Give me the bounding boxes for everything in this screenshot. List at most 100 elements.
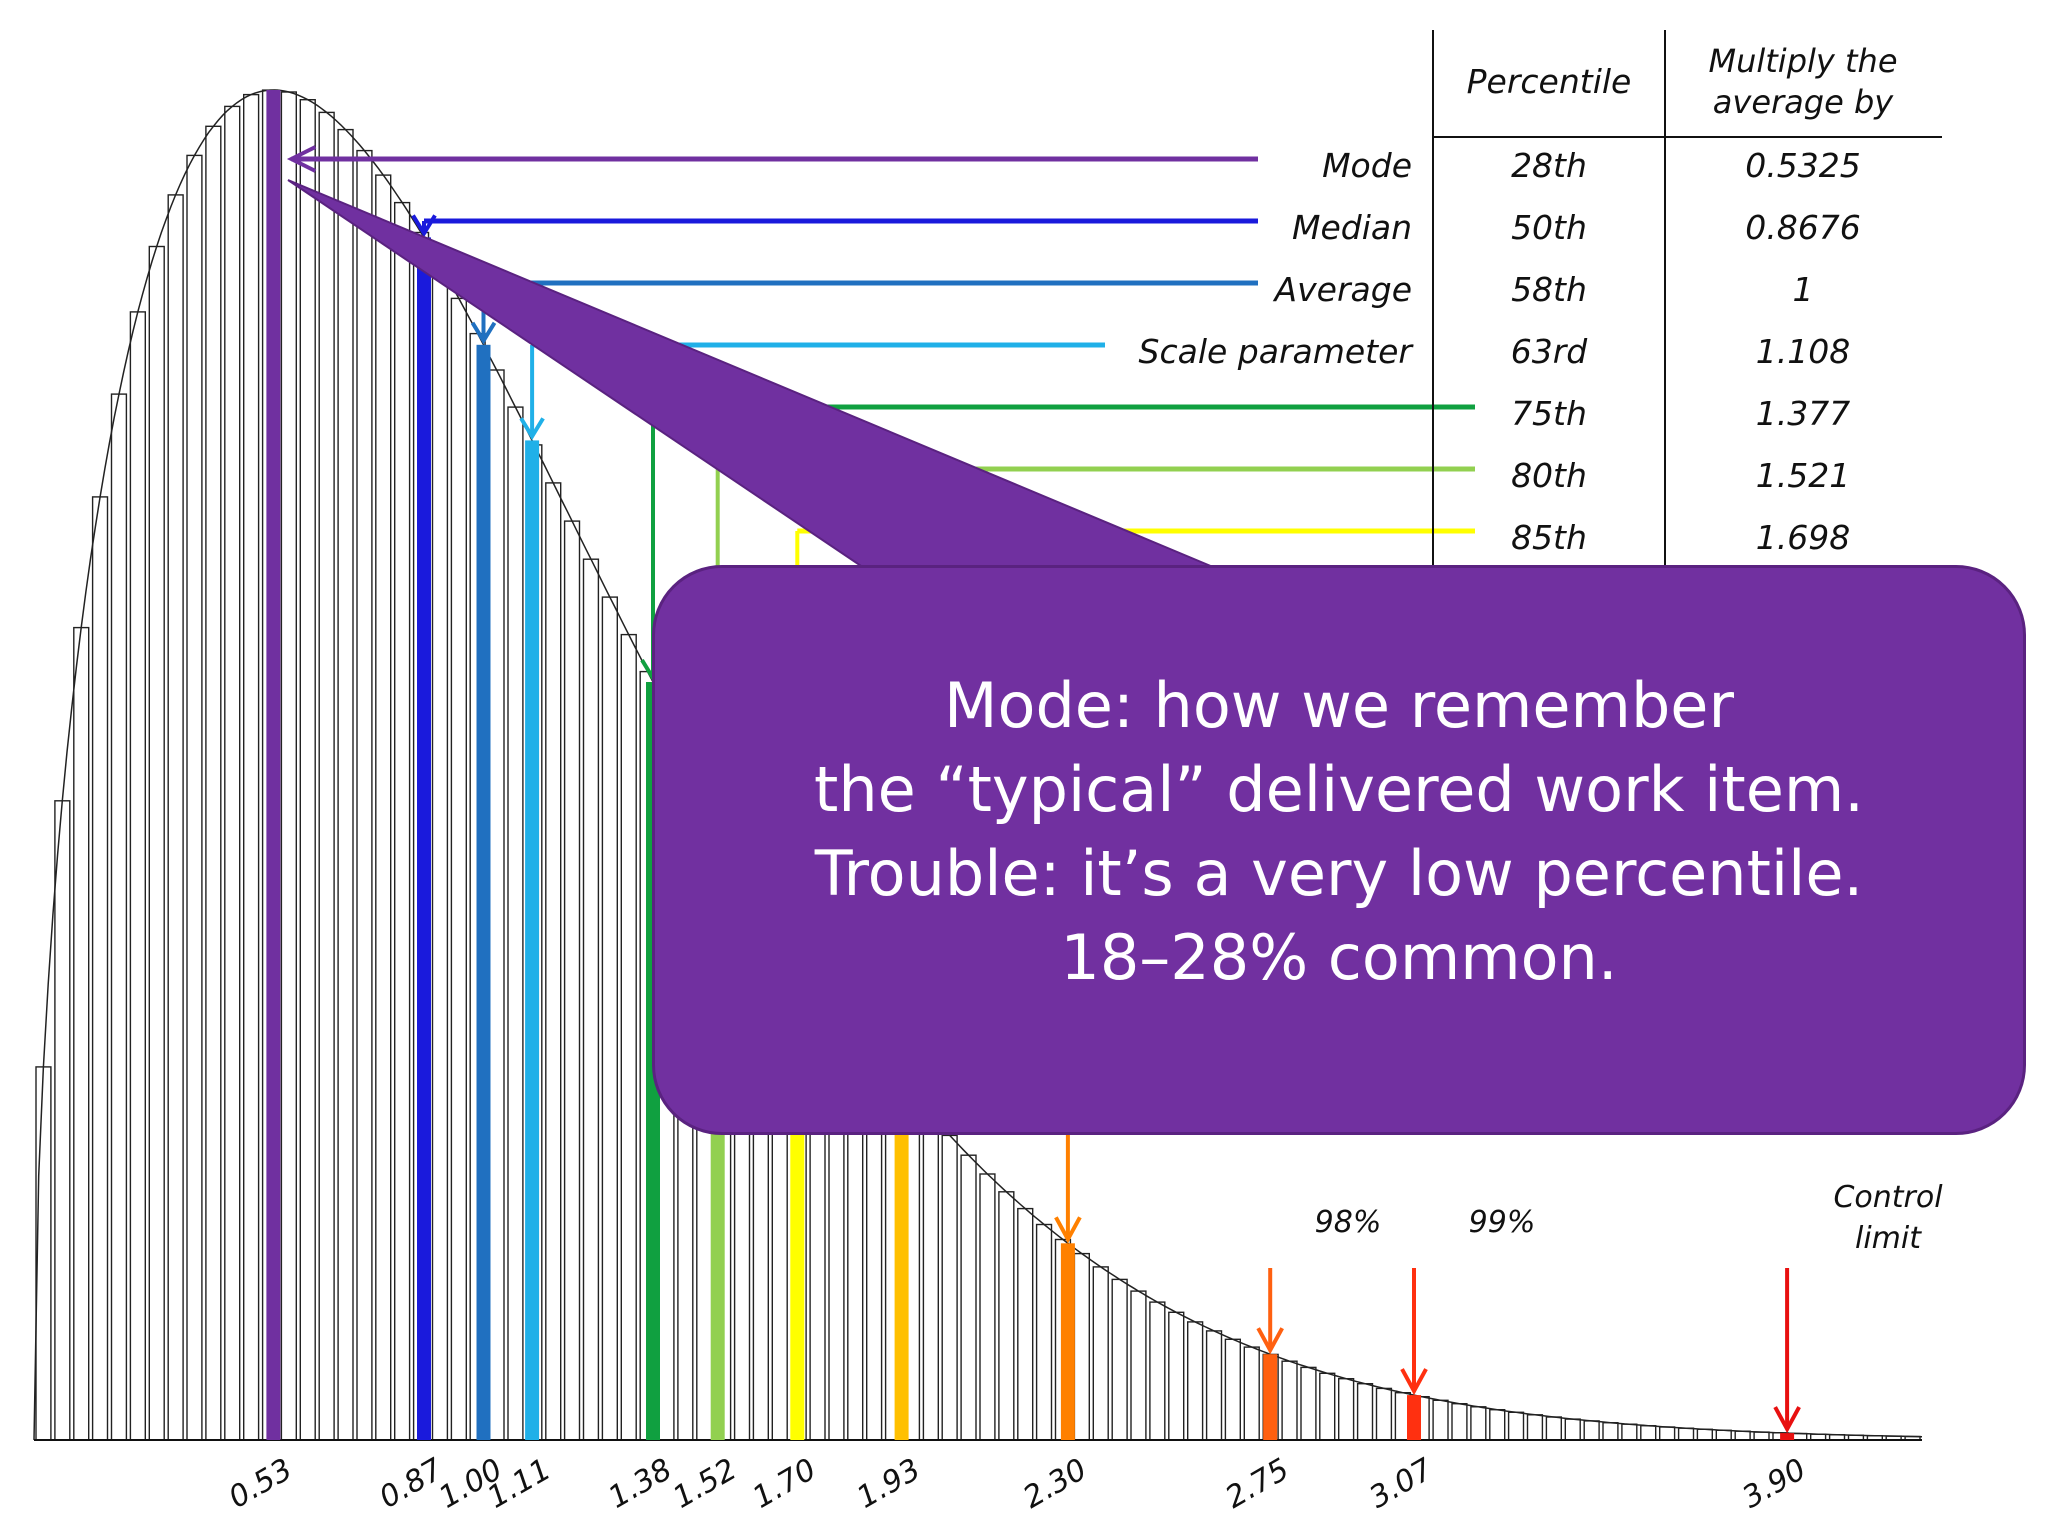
x-tick-labels: 0.53 0.871.001.11 1.381.52 1.70 1.93 2.30 2.75…: [223, 1452, 1812, 1516]
histogram-bar: [1545, 1416, 1563, 1441]
histogram-bar: [129, 311, 146, 1441]
table-row-percentile: 28th: [1511, 146, 1587, 185]
marker-bar-2-30: [1060, 1243, 1075, 1440]
percentile-arrowhead: [1773, 1406, 1801, 1434]
x-tick-label: 3.90: [1737, 1452, 1812, 1516]
histogram-bar: [1753, 1431, 1770, 1441]
connector-arrowhead: [470, 321, 497, 345]
histogram-bar: [1035, 1223, 1053, 1441]
histogram-bar: [337, 128, 354, 1441]
x-tick-label: 1.70: [747, 1452, 822, 1516]
histogram-bar: [1526, 1414, 1544, 1441]
percentile-arrowhead: [1256, 1327, 1284, 1355]
x-tick-label: 3.07: [1364, 1452, 1439, 1516]
x-tick-label: 2.75: [1220, 1452, 1295, 1516]
histogram-bar: [979, 1173, 996, 1441]
table-row-name: Scale parameter: [1139, 332, 1415, 371]
histogram-bar: [1092, 1266, 1109, 1441]
table-row-multiplier: 1.698: [1756, 518, 1850, 557]
table-row-multiplier: 1.377: [1756, 394, 1850, 433]
histogram-bar: [1489, 1408, 1506, 1441]
histogram-bar: [1677, 1427, 1695, 1441]
percentile-arrows: [1054, 1135, 1801, 1434]
histogram-bar: [375, 174, 392, 1441]
histogram-bar: [242, 93, 260, 1441]
histogram-bar: [1507, 1411, 1525, 1441]
histogram-bar: [110, 393, 128, 1441]
distribution-curve: [33, 89, 1923, 1441]
connector-arrowhead: [286, 145, 317, 173]
histogram-bar: [1149, 1301, 1166, 1441]
percentile-arrowhead: [1054, 1216, 1082, 1244]
table-header-percentile: Percentile: [1467, 62, 1632, 101]
histogram-bar: [167, 194, 184, 1441]
percentile-table: Percentile Multiply the average by Mode 2…: [1139, 30, 1942, 565]
histogram-bar: [186, 154, 203, 1441]
connector-arrowhead: [519, 417, 545, 441]
connector-arrowhead: [411, 214, 437, 238]
marker-bar-1-11: [525, 440, 540, 1440]
histogram-bar: [545, 482, 562, 1441]
histogram-bar: [1658, 1426, 1676, 1441]
table-row-percentile: 75th: [1511, 394, 1587, 433]
marker-bar-0-53: [266, 90, 281, 1440]
histogram-bar: [205, 125, 222, 1441]
table-row-percentile: 80th: [1511, 456, 1587, 495]
histogram-bar: [280, 91, 297, 1441]
histogram-bar: [563, 520, 581, 1441]
histogram-bar: [1300, 1366, 1317, 1441]
histogram-bar: [394, 201, 411, 1441]
table-row-percentile: 50th: [1511, 208, 1587, 247]
histogram-bar: [1243, 1346, 1260, 1441]
table-row-name: Mode: [1322, 146, 1412, 185]
marker-bar-3-90: [1780, 1433, 1795, 1440]
histogram-bar: [1017, 1207, 1034, 1441]
x-tick-label: 1.38: [603, 1452, 678, 1516]
histogram-bar: [507, 406, 524, 1441]
x-tick-label: 2.30: [1017, 1452, 1092, 1516]
x-tick-label: 1.52: [667, 1452, 742, 1516]
marker-bar-3-07: [1407, 1395, 1421, 1440]
histogram-bar: [224, 105, 241, 1441]
histogram-bar: [960, 1154, 977, 1441]
histogram-bar: [1356, 1382, 1374, 1441]
histogram-bar: [1337, 1377, 1355, 1441]
histogram-bar: [1319, 1372, 1336, 1441]
table-row-name: Average: [1273, 270, 1412, 309]
table-row-multiplier: 0.8676: [1745, 208, 1860, 247]
table-row-multiplier: 1.108: [1756, 332, 1850, 371]
histogram-bar: [1602, 1421, 1619, 1441]
histogram-bar: [91, 496, 109, 1441]
marker-bar-0-87: [417, 237, 431, 1440]
histogram-bar: [1111, 1278, 1128, 1441]
table-row-multiplier: 1.521: [1756, 456, 1850, 495]
histogram-bar: [1583, 1420, 1600, 1441]
annotation-98-percent: 98%: [1315, 1205, 1382, 1240]
histogram-bar: [1168, 1311, 1185, 1441]
histogram-bar: [1451, 1402, 1468, 1441]
histogram-bar: [601, 596, 619, 1441]
x-tick-label: 1.93: [851, 1452, 926, 1516]
histogram-bar: [450, 297, 467, 1441]
table-row-multiplier: 0.5325: [1745, 146, 1860, 185]
histogram-bar: [620, 633, 637, 1441]
table-header-multiply-line2: average by: [1713, 83, 1894, 121]
annotation-control-limit-line2: limit: [1855, 1221, 1922, 1256]
histogram-bar: [1564, 1418, 1581, 1441]
histogram-bar: [1734, 1430, 1751, 1441]
histogram-bar: [582, 558, 600, 1441]
histogram-bar: [54, 800, 71, 1441]
histogram-bar: [1621, 1423, 1638, 1441]
table-row-percentile: 63rd: [1511, 332, 1589, 371]
marker-bar-2-75: [1263, 1354, 1278, 1440]
table-row-multiplier: 1: [1793, 270, 1814, 309]
marker-bar-1-00: [476, 344, 491, 1440]
mode-callout: Mode: how we remember the “typical” deli…: [652, 565, 2026, 1135]
x-tick-label: 0.53: [223, 1452, 298, 1516]
histogram-bar: [431, 263, 449, 1441]
histogram-bar: [148, 245, 165, 1441]
annotation-control-limit-line1: Control: [1833, 1180, 1943, 1215]
table-rows: Mode 28th 0.5325 Median 50th 0.8676 Average 58t…: [1139, 146, 1861, 557]
histogram-bar: [1375, 1387, 1393, 1441]
